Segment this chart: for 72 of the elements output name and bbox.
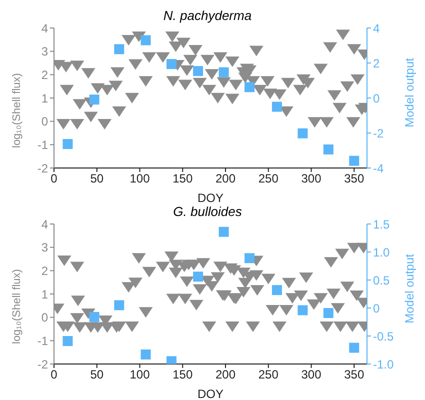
point bbox=[349, 156, 360, 166]
y-tick-label: 2 bbox=[41, 264, 48, 278]
point bbox=[349, 342, 360, 353]
point bbox=[89, 312, 100, 322]
x-tick-label: 50 bbox=[90, 368, 104, 382]
point bbox=[323, 308, 334, 318]
y2-tick-label: 4 bbox=[373, 21, 380, 36]
x-tick-label: 100 bbox=[130, 368, 150, 382]
y-tick-label: -2 bbox=[37, 161, 48, 176]
x-axis-title: DOY bbox=[197, 191, 224, 205]
x-tick-label: 150 bbox=[172, 368, 193, 382]
x-tick-label: 200 bbox=[215, 368, 236, 382]
y-tick-label: -2 bbox=[37, 357, 48, 372]
y2-axis-title: Model output bbox=[402, 253, 416, 324]
y2-tick-label: -1.0 bbox=[373, 357, 394, 372]
x-tick-label: 300 bbox=[301, 172, 322, 186]
y2-tick-label: 1.5 bbox=[373, 217, 390, 232]
y-tick-label: -1 bbox=[37, 138, 48, 152]
y2-tick-label: -4 bbox=[373, 161, 384, 176]
y-tick-label: 3 bbox=[41, 240, 48, 255]
y2-axis-title: Model output bbox=[402, 57, 416, 128]
point bbox=[244, 82, 255, 92]
y2-tick-label: 2 bbox=[373, 56, 380, 70]
point bbox=[323, 144, 334, 154]
point bbox=[218, 226, 229, 237]
point bbox=[140, 349, 151, 360]
y2-tick-label: 0 bbox=[373, 301, 380, 316]
y2-tick-label: 0 bbox=[373, 91, 380, 106]
point bbox=[272, 102, 282, 112]
y-tick-label: 4 bbox=[41, 21, 48, 36]
point bbox=[62, 139, 73, 150]
point bbox=[272, 285, 282, 296]
point bbox=[62, 336, 73, 346]
y2-tick-label: 0.5 bbox=[373, 273, 390, 288]
point bbox=[244, 253, 255, 264]
x-tick-label: 350 bbox=[344, 172, 364, 186]
point bbox=[166, 59, 176, 70]
y-tick-label: 1 bbox=[41, 91, 48, 106]
y-axis-title: log₁₀(Shell flux) bbox=[10, 73, 23, 148]
x-tick-label: 0 bbox=[50, 172, 58, 186]
y-tick-label: -1 bbox=[37, 334, 48, 348]
x-tick-label: 250 bbox=[258, 172, 279, 186]
x-tick-label: 150 bbox=[172, 172, 193, 186]
point bbox=[218, 67, 229, 78]
y-tick-label: 0 bbox=[41, 114, 48, 129]
x-tick-label: 350 bbox=[344, 368, 364, 382]
y-tick-label: 1 bbox=[41, 287, 48, 302]
chart-title: G. bulloides bbox=[173, 204, 242, 219]
x-axis-title: DOY bbox=[197, 387, 224, 400]
y2-tick-label: 1.0 bbox=[373, 245, 390, 260]
point bbox=[114, 44, 124, 54]
point bbox=[298, 128, 308, 138]
y2-tick-label: -0.5 bbox=[373, 329, 394, 344]
chart-title: N. pachyderma bbox=[163, 8, 252, 23]
point bbox=[298, 305, 308, 316]
point bbox=[140, 35, 151, 46]
y-tick-label: 3 bbox=[41, 44, 48, 59]
y-tick-label: 0 bbox=[41, 310, 48, 325]
x-tick-label: 0 bbox=[50, 368, 58, 382]
x-tick-label: 100 bbox=[130, 172, 150, 186]
x-tick-label: 50 bbox=[90, 172, 104, 186]
y-tick-label: 4 bbox=[41, 217, 48, 232]
point bbox=[114, 300, 124, 310]
y2-tick-label: -2 bbox=[373, 126, 384, 140]
y-tick-label: 2 bbox=[41, 68, 48, 82]
y-axis-title: log₁₀(Shell flux) bbox=[10, 269, 23, 344]
x-tick-label: 200 bbox=[215, 172, 236, 186]
point bbox=[193, 66, 204, 76]
x-tick-label: 300 bbox=[301, 368, 322, 382]
point bbox=[89, 94, 100, 105]
x-tick-label: 250 bbox=[258, 368, 279, 382]
point bbox=[193, 272, 204, 282]
